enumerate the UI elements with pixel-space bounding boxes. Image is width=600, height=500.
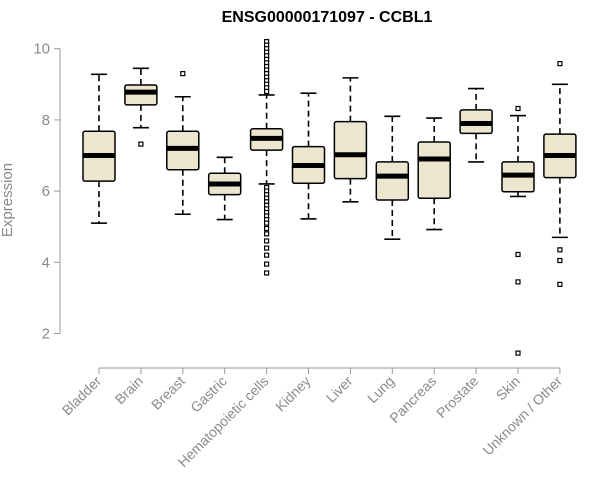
plot-area <box>82 38 577 356</box>
x-tick-label: Liver <box>323 373 356 406</box>
outlier-point <box>264 245 270 251</box>
outlier-point <box>515 350 521 356</box>
outlier-point <box>138 141 144 147</box>
box-group <box>249 38 284 276</box>
x-tick-label: Skin <box>493 373 524 404</box>
x-tick-label: Brain <box>112 373 146 407</box>
x-tick-label: Kidney <box>272 373 314 415</box>
iqr-box <box>417 141 451 199</box>
outlier-point <box>515 105 521 112</box>
x-tick-label: Lung <box>364 373 397 406</box>
box-group <box>333 77 368 203</box>
outlier-point <box>557 61 563 67</box>
y-tick-label: 8 <box>42 112 50 129</box>
box-group <box>291 92 326 220</box>
iqr-box <box>124 84 158 106</box>
outlier-point <box>515 251 521 258</box>
outlier-point <box>264 231 270 237</box>
box-group <box>82 73 116 224</box>
y-tick-label: 4 <box>42 254 50 271</box>
outlier-point <box>264 220 270 226</box>
y-tick-label: 2 <box>42 326 50 343</box>
outlier-point <box>557 257 563 264</box>
outlier-point <box>264 270 270 276</box>
outlier-point <box>180 71 186 77</box>
outlier-point <box>264 261 270 267</box>
box-group <box>207 156 242 221</box>
box-group <box>501 105 535 356</box>
outlier-point <box>557 247 563 253</box>
outlier-point <box>264 225 270 232</box>
box-group <box>124 67 158 147</box>
y-tick-label: 10 <box>33 41 50 58</box>
y-tick-label: 6 <box>42 183 50 200</box>
x-tick-label: Bladder <box>59 373 105 419</box>
box-group <box>417 117 451 231</box>
x-tick-label: Prostate <box>433 373 481 421</box>
x-tick-label: Unknown / Other <box>479 373 565 459</box>
chart-title: ENSG00000171097 - CCBL1 <box>222 9 433 26</box>
box-group <box>543 61 577 287</box>
x-tick-label: Pancreas <box>386 373 439 426</box>
box-group <box>459 87 493 163</box>
box-group <box>166 71 200 216</box>
iqr-box <box>375 161 410 201</box>
outlier-point <box>515 279 521 285</box>
y-axis: 2 4 6 8 10 <box>33 41 61 343</box>
outlier-point <box>264 252 270 258</box>
y-axis-label: Expression <box>0 163 16 237</box>
x-tick-label: Breast <box>148 373 188 413</box>
outlier-point <box>557 281 563 287</box>
outlier-point <box>264 88 270 95</box>
box-group <box>375 115 410 240</box>
iqr-box <box>333 120 368 180</box>
outlier-point <box>264 238 270 244</box>
